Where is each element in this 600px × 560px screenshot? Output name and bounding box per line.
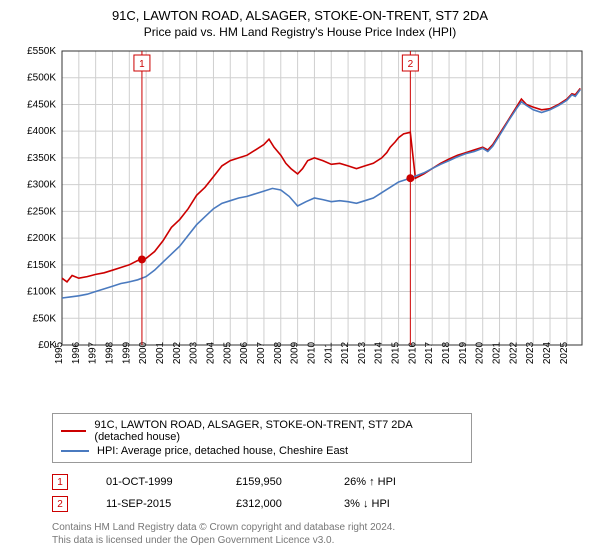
svg-text:£500K: £500K	[27, 73, 56, 84]
price-chart: £0K£50K£100K£150K£200K£250K£300K£350K£40…	[12, 45, 588, 405]
svg-text:£550K: £550K	[27, 46, 56, 57]
marker-pct: 3% ↓ HPI	[344, 498, 434, 510]
legend-item: HPI: Average price, detached house, Ches…	[61, 444, 463, 458]
svg-text:£100K: £100K	[27, 287, 56, 298]
marker-date: 01-OCT-1999	[106, 476, 198, 488]
marker-badge: 2	[52, 496, 68, 512]
legend: 91C, LAWTON ROAD, ALSAGER, STOKE-ON-TREN…	[52, 413, 472, 463]
svg-text:£450K: £450K	[27, 99, 56, 110]
marker-row: 1 01-OCT-1999 £159,950 26% ↑ HPI	[52, 471, 586, 493]
marker-price: £312,000	[236, 498, 306, 510]
page-subtitle: Price paid vs. HM Land Registry's House …	[12, 25, 588, 39]
svg-text:£300K: £300K	[27, 180, 56, 191]
svg-text:2: 2	[408, 59, 414, 70]
attribution-line: This data is licensed under the Open Gov…	[52, 534, 586, 547]
attribution: Contains HM Land Registry data © Crown c…	[52, 521, 586, 547]
svg-text:£250K: £250K	[27, 206, 56, 217]
marker-price: £159,950	[236, 476, 306, 488]
legend-label: 91C, LAWTON ROAD, ALSAGER, STOKE-ON-TREN…	[94, 419, 463, 443]
marker-date: 11-SEP-2015	[106, 498, 198, 510]
marker-row: 2 11-SEP-2015 £312,000 3% ↓ HPI	[52, 493, 586, 515]
legend-swatch	[61, 430, 86, 432]
legend-swatch	[61, 450, 89, 452]
marker-badge: 1	[52, 474, 68, 490]
svg-text:1: 1	[139, 59, 145, 70]
legend-item: 91C, LAWTON ROAD, ALSAGER, STOKE-ON-TREN…	[61, 418, 463, 444]
svg-text:£50K: £50K	[33, 313, 57, 324]
attribution-line: Contains HM Land Registry data © Crown c…	[52, 521, 586, 534]
marker-table: 1 01-OCT-1999 £159,950 26% ↑ HPI 2 11-SE…	[52, 471, 586, 515]
svg-text:£150K: £150K	[27, 260, 56, 271]
svg-text:£350K: £350K	[27, 153, 56, 164]
marker-pct: 26% ↑ HPI	[344, 476, 434, 488]
svg-text:£200K: £200K	[27, 233, 56, 244]
svg-text:£400K: £400K	[27, 126, 56, 137]
legend-label: HPI: Average price, detached house, Ches…	[97, 445, 348, 457]
page-title: 91C, LAWTON ROAD, ALSAGER, STOKE-ON-TREN…	[12, 8, 588, 23]
